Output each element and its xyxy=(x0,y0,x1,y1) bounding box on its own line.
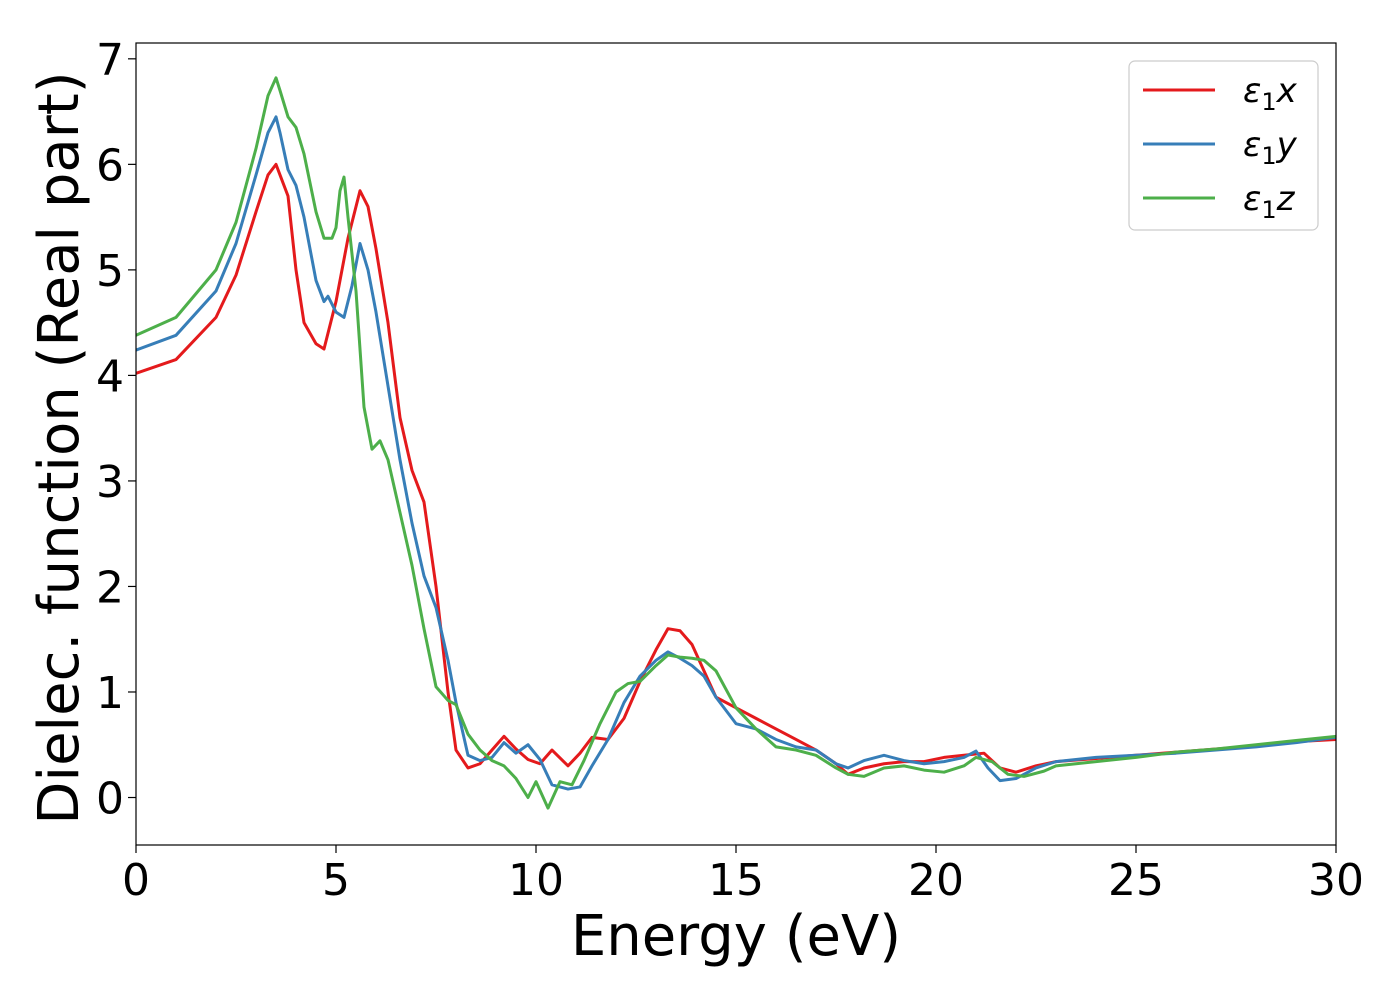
legend-label-z: ε1z xyxy=(1243,179,1296,224)
y-axis-label: Dielec. function (Real part) xyxy=(27,71,92,824)
x-tick-label: 15 xyxy=(708,855,764,906)
y-tick-label: 5 xyxy=(96,246,124,297)
x-tick-label: 25 xyxy=(1108,855,1164,906)
y-tick-label: 4 xyxy=(96,351,124,402)
x-axis-label: Energy (eV) xyxy=(571,904,901,969)
legend: ε1x ε1y ε1z xyxy=(1128,60,1319,231)
legend-label-x: ε1x xyxy=(1243,71,1298,116)
x-tick-label: 30 xyxy=(1308,855,1364,906)
x-tick-label: 5 xyxy=(322,855,350,906)
ticks-layer: 0 5 10 15 20 25 30 0 1 2 3 4 5 6 7 xyxy=(96,35,1364,906)
x-tick-label: 20 xyxy=(908,855,964,906)
series-line-z xyxy=(136,76,1336,810)
x-tick-label: 10 xyxy=(508,855,564,906)
legend-box xyxy=(1128,60,1319,231)
series-line-y xyxy=(136,115,1336,791)
x-tick-label: 0 xyxy=(122,855,150,906)
y-tick-label: 1 xyxy=(96,668,124,719)
y-tick-label: 2 xyxy=(96,562,124,613)
series-layer xyxy=(136,76,1336,810)
legend-label-y: ε1y xyxy=(1243,125,1298,170)
y-tick-label: 7 xyxy=(96,35,124,86)
y-tick-label: 6 xyxy=(96,140,124,191)
y-tick-label: 0 xyxy=(96,774,124,825)
series-line-x xyxy=(136,162,1336,776)
y-tick-label: 3 xyxy=(96,457,124,508)
